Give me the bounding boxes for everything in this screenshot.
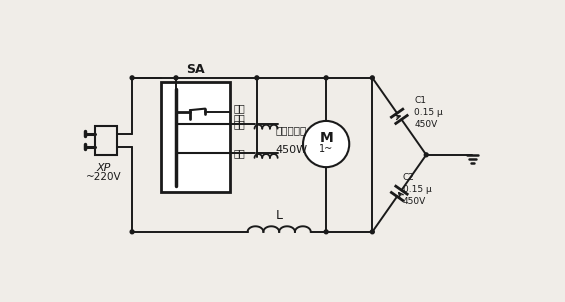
Text: C2
0.15 μ
450V: C2 0.15 μ 450V	[403, 173, 432, 206]
Text: 串叠式电机: 串叠式电机	[276, 125, 307, 135]
Text: 1~: 1~	[319, 144, 333, 154]
Circle shape	[371, 76, 374, 80]
Text: 高速: 高速	[234, 148, 245, 158]
Circle shape	[255, 76, 259, 80]
Circle shape	[303, 121, 349, 167]
Circle shape	[130, 230, 134, 234]
Text: ~220V: ~220V	[86, 172, 121, 182]
Text: XP: XP	[97, 162, 111, 172]
Text: C1
0.15 μ
450V: C1 0.15 μ 450V	[414, 96, 443, 129]
Text: L: L	[276, 209, 282, 222]
Text: SA: SA	[186, 63, 205, 76]
Circle shape	[424, 153, 428, 157]
Bar	[95, 126, 117, 155]
Circle shape	[371, 230, 374, 234]
Text: 450W: 450W	[275, 145, 307, 155]
Circle shape	[324, 230, 328, 234]
Circle shape	[174, 76, 178, 80]
Bar	[160, 82, 230, 192]
Text: 停止: 停止	[234, 104, 245, 114]
Circle shape	[130, 76, 134, 80]
Circle shape	[324, 76, 328, 80]
Text: 低速: 低速	[234, 113, 245, 123]
Text: 中速: 中速	[234, 119, 245, 129]
Text: M: M	[319, 131, 333, 145]
